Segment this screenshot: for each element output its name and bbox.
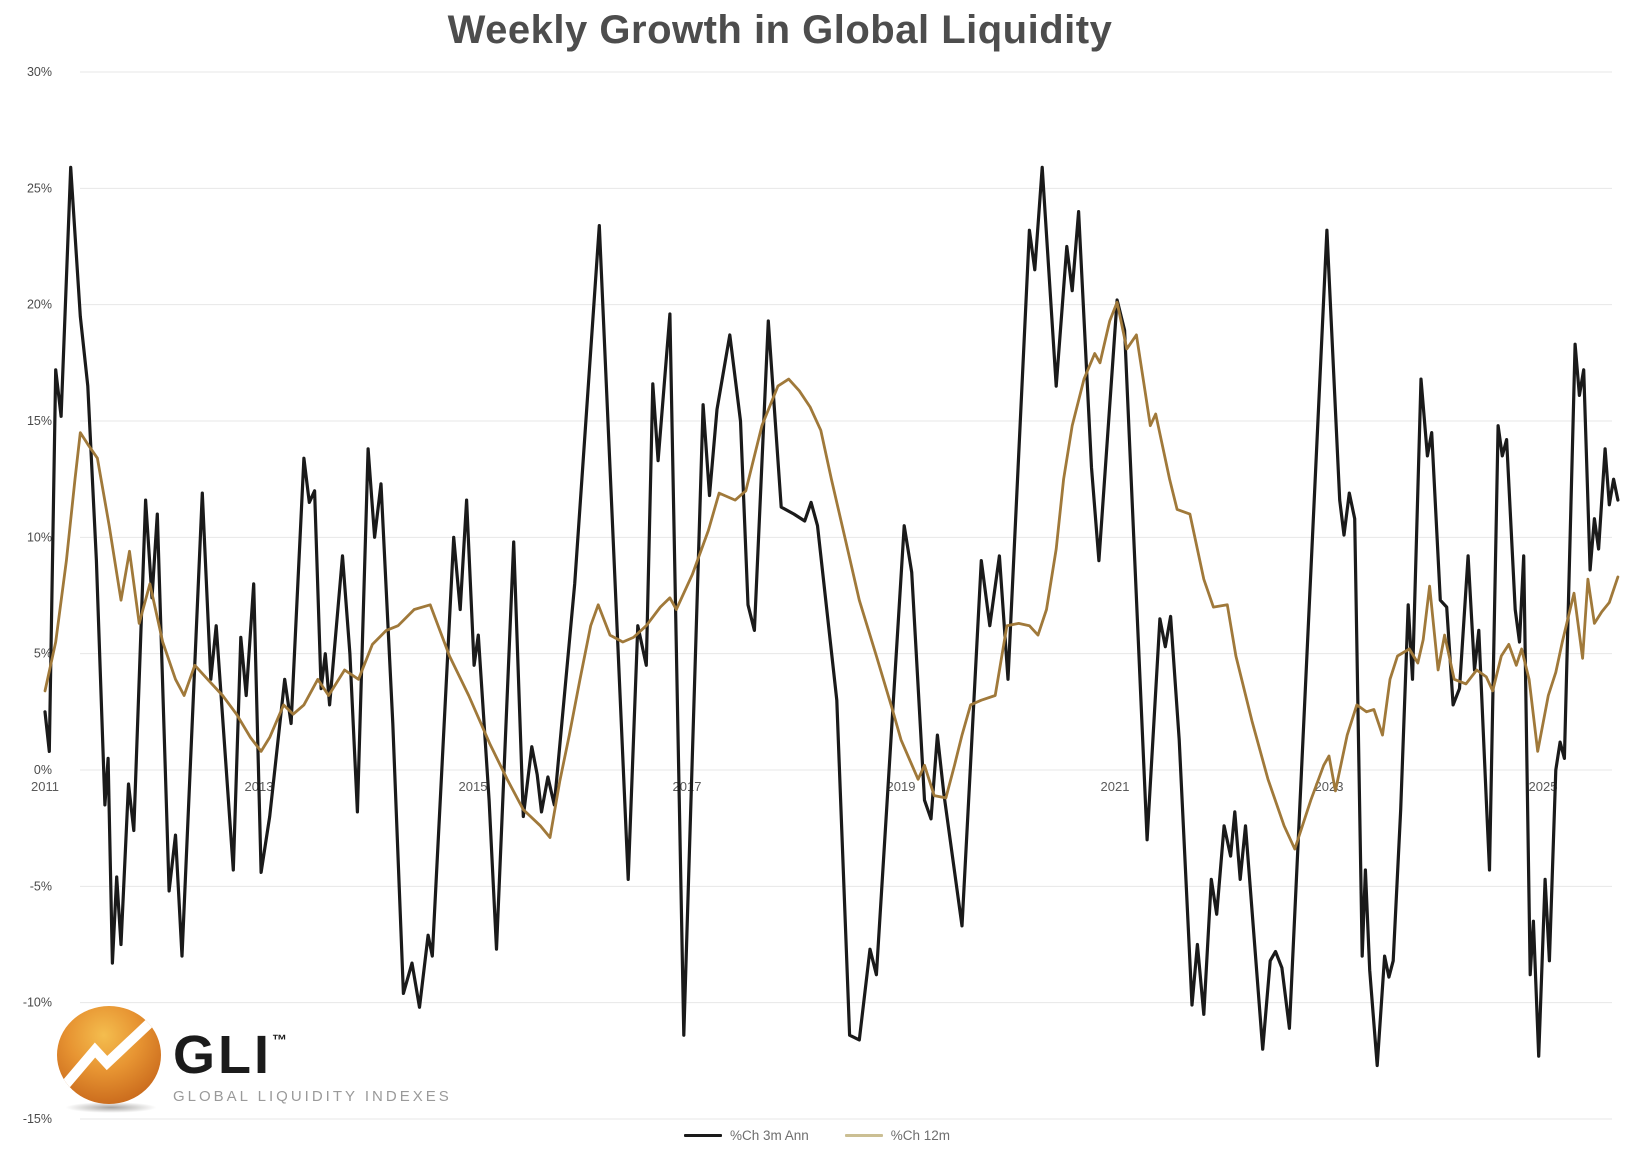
x-axis-tick-label: 2025 — [1529, 779, 1558, 794]
y-axis-tick-label: 30% — [27, 65, 52, 79]
y-axis-tick-label: -15% — [23, 1112, 52, 1126]
x-axis-tick-label: 2021 — [1101, 779, 1130, 794]
y-axis-tick-label: 15% — [27, 414, 52, 428]
logo-shadow — [65, 1102, 157, 1113]
x-axis-tick-label: 2019 — [887, 779, 916, 794]
y-axis-tick-label: 0% — [34, 763, 52, 777]
legend-label-12m: %Ch 12m — [890, 1128, 951, 1143]
y-axis-tick-label: -5% — [30, 879, 52, 893]
series--ch-3m-ann — [43, 165, 1620, 1068]
y-axis-tick-label: -10% — [23, 996, 52, 1010]
legend-item-3m: %Ch 3m Ann — [683, 1128, 809, 1143]
logo-subtitle: GLOBAL LIQUIDITY INDEXES — [173, 1088, 452, 1105]
logo-trademark: ™ — [272, 1032, 287, 1049]
legend-swatch-12m-icon — [844, 1134, 883, 1137]
logo-sphere-icon — [57, 1006, 161, 1104]
logo-name: GLI™ — [173, 1025, 287, 1085]
y-axis-tick-label: 25% — [27, 181, 52, 195]
x-axis-tick-label: 2017 — [673, 779, 702, 794]
logo-text: GLI™ GLOBAL LIQUIDITY INDEXES — [173, 1028, 452, 1105]
page-title: Weekly Growth in Global Liquidity — [447, 8, 1113, 52]
gli-logo: GLI™ GLOBAL LIQUIDITY INDEXES — [57, 1002, 449, 1117]
y-axis-tick-label: 10% — [27, 530, 52, 544]
chart-legend: %Ch 3m Ann %Ch 12m — [0, 1128, 1634, 1143]
logo-zigzag-icon — [57, 1012, 161, 1094]
series--ch-12m — [43, 300, 1620, 851]
legend-label-3m: %Ch 3m Ann — [729, 1128, 809, 1143]
x-axis-tick-label: 2011 — [31, 779, 59, 794]
y-axis-tick-label: 20% — [27, 298, 52, 312]
legend-swatch-3m-icon — [683, 1134, 722, 1137]
x-axis-tick-label: 2015 — [459, 779, 488, 794]
legend-item-12m: %Ch 12m — [844, 1128, 951, 1143]
y-axis-tick-label: 5% — [34, 647, 52, 661]
